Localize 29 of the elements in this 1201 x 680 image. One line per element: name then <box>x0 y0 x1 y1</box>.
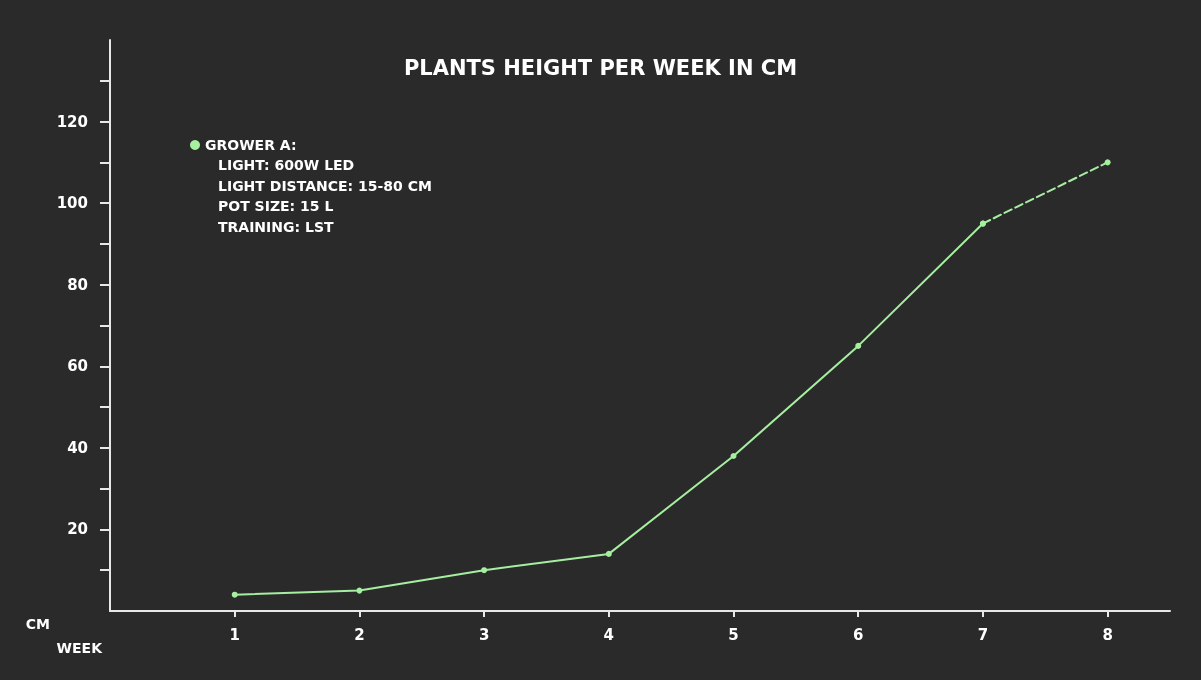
point <box>356 587 363 594</box>
y-axis-title: CM <box>25 616 50 632</box>
point <box>1104 159 1111 166</box>
x-tick-label: 3 <box>478 625 490 644</box>
y-tick-label: 80 <box>67 275 88 294</box>
y-tick-label: 20 <box>67 520 88 539</box>
point <box>231 591 238 598</box>
x-tick-label: 2 <box>354 625 365 644</box>
y-tick-label: 40 <box>67 438 88 457</box>
point <box>730 453 737 460</box>
x-tick-label: 8 <box>1102 625 1113 644</box>
x-tick-label: 5 <box>728 625 739 644</box>
x-tick-label: 4 <box>603 625 615 644</box>
annotation: LIGHT: 600W LED <box>218 157 355 174</box>
x-tick-label: 7 <box>977 625 989 644</box>
point <box>855 342 862 349</box>
annotation: POT SIZE: 15 L <box>218 198 334 215</box>
x-tick-label: 1 <box>229 625 240 644</box>
annotation: TRAINING: LST <box>218 218 334 235</box>
text: PLANTS HEIGHT PER WEEK IN CM <box>403 55 798 80</box>
x-tick-label: 6 <box>853 625 864 644</box>
y-tick-label: 60 <box>67 357 88 376</box>
y-tick-label: 120 <box>56 112 88 131</box>
x-axis-title: WEEK <box>56 640 104 656</box>
point <box>605 550 612 557</box>
y-tick-label: 100 <box>56 194 88 213</box>
annotation: LIGHT DISTANCE: 15-80 CM <box>218 177 432 194</box>
legend-label: GROWER A: <box>205 137 297 153</box>
point <box>481 567 488 574</box>
